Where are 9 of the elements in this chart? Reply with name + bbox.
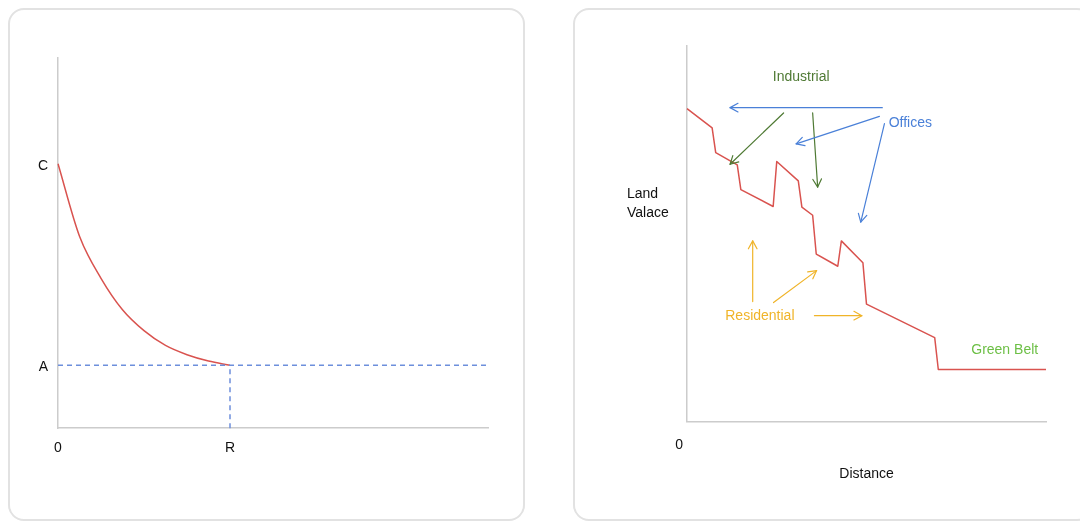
x-axis-title: Distance [839,465,894,482]
ref-line-label: A [38,358,49,375]
annotation: Green Belt [971,340,1039,357]
annotation: Residential [725,307,795,324]
y-axis-title: Land Valace [627,185,669,221]
annotation: Offices [888,114,932,131]
text: Industrial [772,67,830,84]
x-tick-label: R [224,439,236,456]
annotation: C [37,156,48,173]
